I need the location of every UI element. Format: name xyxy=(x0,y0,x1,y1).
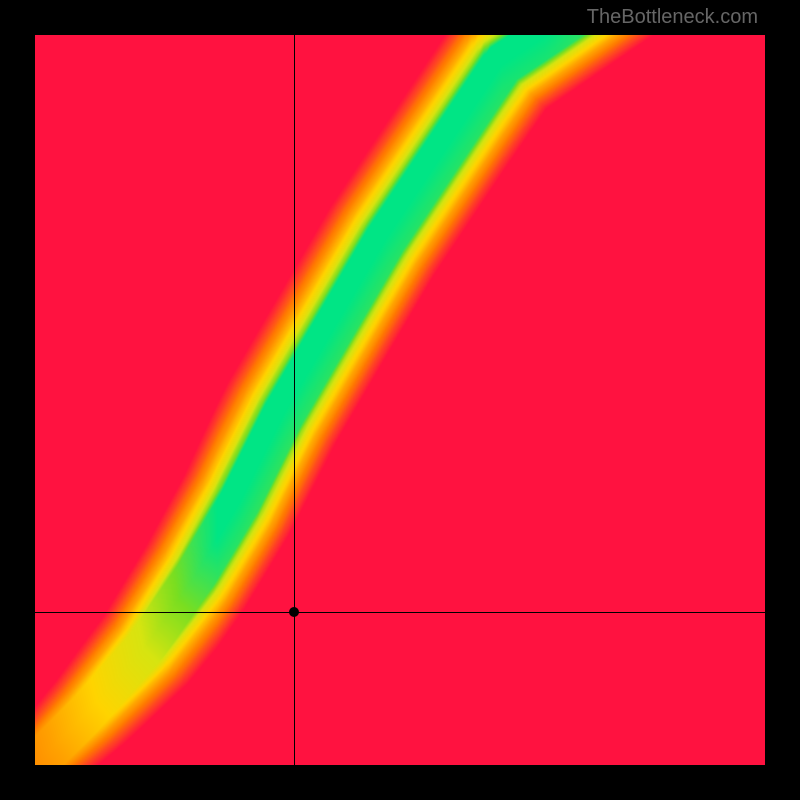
marker-dot xyxy=(289,607,299,617)
heatmap-canvas xyxy=(35,35,765,765)
crosshair-vertical xyxy=(294,35,295,765)
watermark-text: TheBottleneck.com xyxy=(587,6,758,29)
chart-area xyxy=(35,35,765,765)
crosshair-horizontal xyxy=(35,612,765,613)
